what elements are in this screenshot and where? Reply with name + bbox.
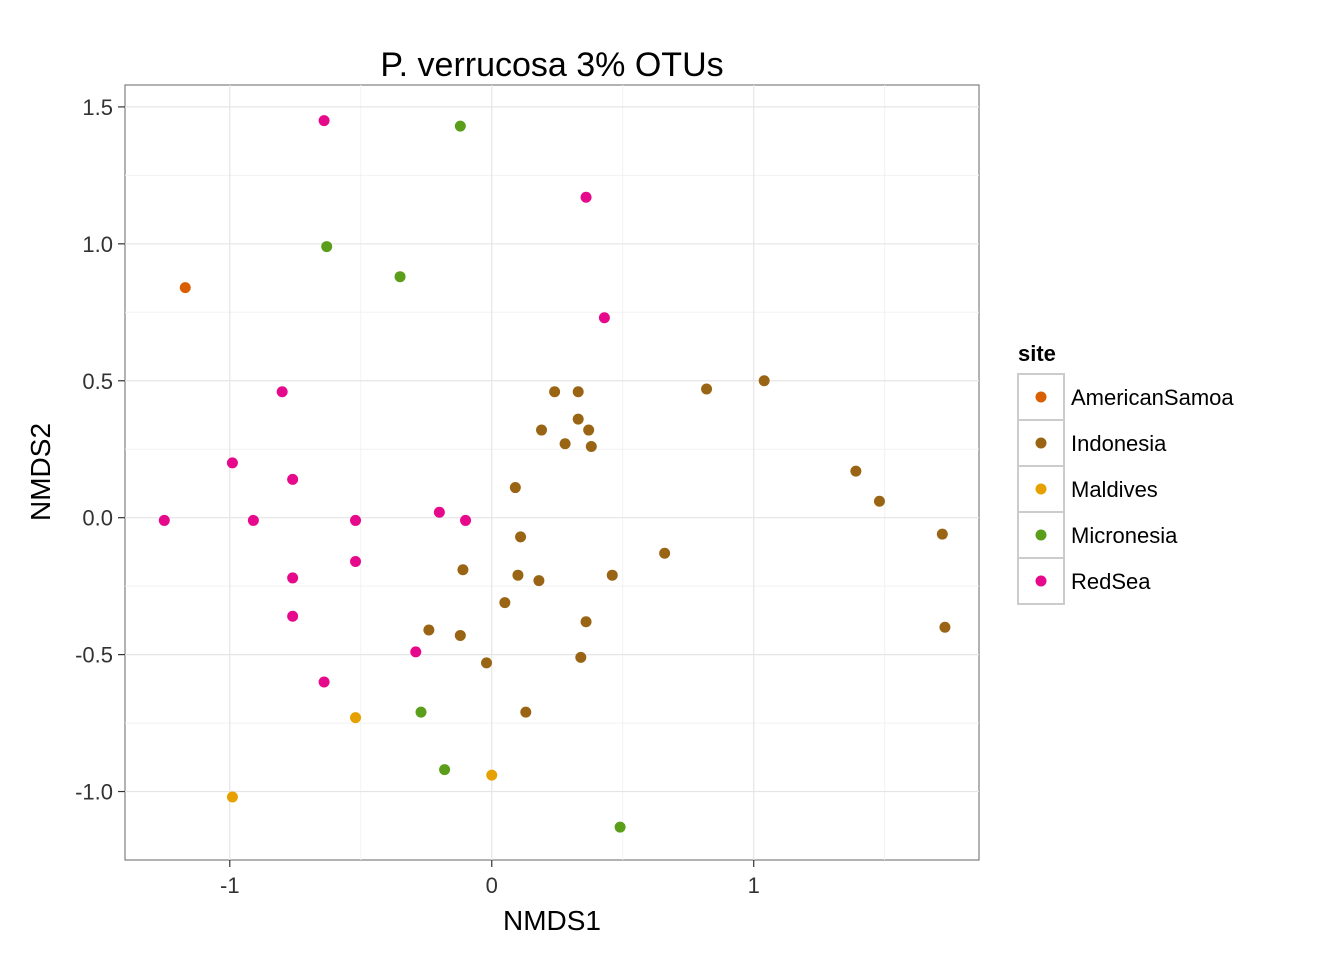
point-indonesia <box>533 575 545 587</box>
point-americansamoa <box>179 282 191 294</box>
point-indonesia <box>606 569 618 581</box>
point-indonesia <box>549 386 561 398</box>
point-micronesia <box>394 271 406 283</box>
point-indonesia <box>936 528 948 540</box>
x-tick-label: -1 <box>220 873 240 898</box>
legend-key-americansamoa <box>1035 391 1047 403</box>
point-indonesia <box>509 482 521 494</box>
point-indonesia <box>454 629 466 641</box>
point-indonesia <box>499 597 511 609</box>
point-redsea <box>580 191 592 203</box>
y-tick-label: 1.0 <box>82 232 113 257</box>
point-indonesia <box>580 616 592 628</box>
point-redsea <box>226 457 238 469</box>
legend-key-maldives <box>1035 483 1047 495</box>
point-maldives <box>350 712 362 724</box>
plot-panel <box>124 84 980 861</box>
y-tick-label: 0.5 <box>82 369 113 394</box>
point-indonesia <box>701 383 713 395</box>
legend-label-indonesia: Indonesia <box>1071 431 1167 456</box>
point-redsea <box>433 506 445 518</box>
point-redsea <box>460 514 472 526</box>
point-maldives <box>226 791 238 803</box>
legend-label-micronesia: Micronesia <box>1071 523 1178 548</box>
point-redsea <box>276 386 288 398</box>
x-tick-label: 0 <box>486 873 498 898</box>
legend-items: AmericanSamoa Indonesia Maldives Micronesia… <box>1017 373 1234 605</box>
point-maldives <box>486 769 498 781</box>
data-points <box>158 115 951 833</box>
y-tick-label: -1.0 <box>75 780 113 805</box>
legend-key-micronesia <box>1035 529 1047 541</box>
point-indonesia <box>850 465 862 477</box>
point-indonesia <box>758 375 770 387</box>
y-tick-label: 1.5 <box>82 95 113 120</box>
minor-gridlines <box>125 85 979 860</box>
legend: site AmericanSamoa Indonesia Maldives Micro… <box>1017 341 1234 605</box>
legend-key-box-redsea <box>1017 557 1065 605</box>
legend-label-americansamoa: AmericanSamoa <box>1071 385 1234 410</box>
point-micronesia <box>415 706 427 718</box>
legend-title: site <box>1018 341 1056 366</box>
point-redsea <box>598 312 610 324</box>
point-indonesia <box>559 438 571 450</box>
legend-label-redsea: RedSea <box>1071 569 1151 594</box>
y-axis: -1.0 -0.5 0.0 0.5 1.0 1.5 <box>75 95 125 805</box>
legend-label-maldives: Maldives <box>1071 477 1158 502</box>
point-redsea <box>247 514 259 526</box>
point-indonesia <box>585 440 597 452</box>
point-micronesia <box>321 241 333 253</box>
legend-key-indonesia <box>1035 437 1047 449</box>
point-indonesia <box>512 569 524 581</box>
point-redsea <box>410 646 422 658</box>
point-redsea <box>318 115 330 127</box>
point-indonesia <box>481 657 493 669</box>
point-indonesia <box>583 424 595 436</box>
point-indonesia <box>423 624 435 636</box>
x-axis: -1 0 1 <box>220 860 760 898</box>
point-indonesia <box>457 564 469 576</box>
point-redsea <box>287 610 299 622</box>
point-indonesia <box>575 651 587 663</box>
point-micronesia <box>614 821 626 833</box>
point-micronesia <box>454 120 466 132</box>
x-tick-label: 1 <box>748 873 760 898</box>
point-redsea <box>287 572 299 584</box>
y-axis-title: NMDS2 <box>25 423 56 521</box>
y-tick-label: 0.0 <box>82 506 113 531</box>
point-indonesia <box>873 495 885 507</box>
point-indonesia <box>520 706 532 718</box>
point-indonesia <box>939 621 951 633</box>
point-indonesia <box>515 531 527 543</box>
legend-key-redsea <box>1035 575 1047 587</box>
point-redsea <box>350 556 362 568</box>
point-micronesia <box>439 764 451 776</box>
point-indonesia <box>572 386 584 398</box>
y-tick-label: -0.5 <box>75 643 113 668</box>
x-axis-title: NMDS1 <box>503 905 601 936</box>
point-redsea <box>158 514 170 526</box>
point-redsea <box>318 676 330 688</box>
point-indonesia <box>572 413 584 425</box>
point-indonesia <box>659 547 671 559</box>
point-redsea <box>350 514 362 526</box>
point-indonesia <box>536 424 548 436</box>
major-gridlines <box>125 85 979 860</box>
chart-title: P. verrucosa 3% OTUs <box>380 46 723 84</box>
point-redsea <box>287 473 299 485</box>
